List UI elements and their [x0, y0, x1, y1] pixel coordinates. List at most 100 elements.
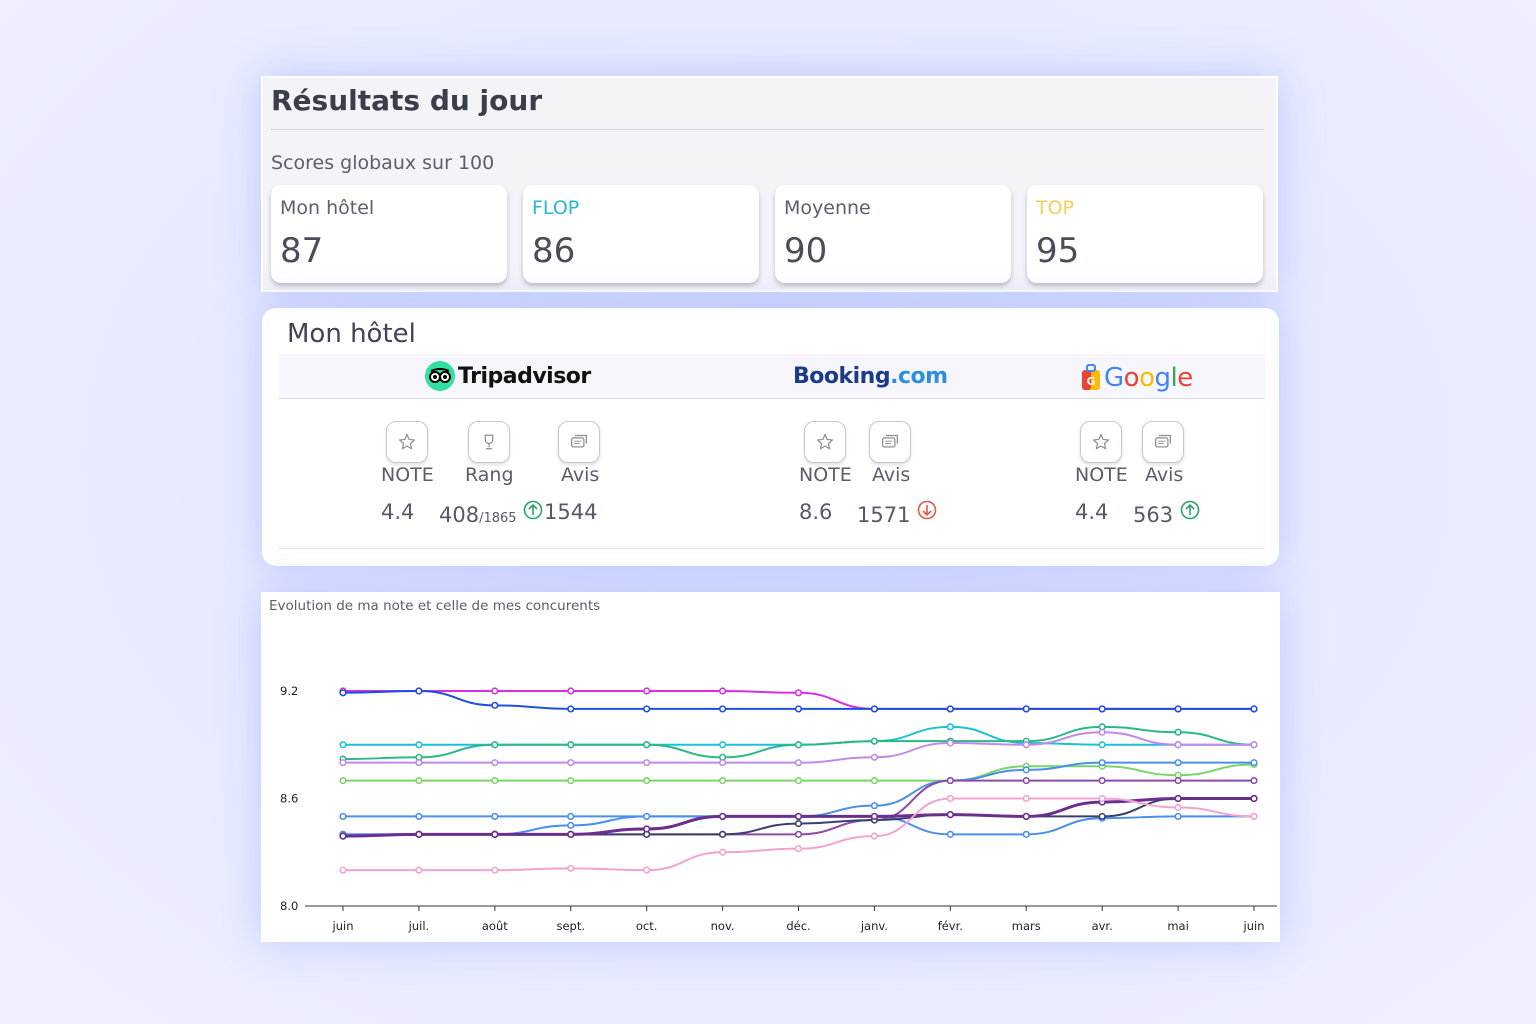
results-title: Résultats du jour	[271, 84, 543, 117]
score-card-average[interactable]: Moyenne 90	[775, 185, 1011, 283]
data-point-s9	[1022, 830, 1030, 838]
data-point-s5	[339, 759, 347, 767]
reviews-count: 563	[1133, 503, 1174, 527]
google-letter: o	[1139, 363, 1155, 393]
data-point-s2	[1174, 705, 1182, 713]
x-tick-label: mai	[1167, 919, 1188, 933]
data-point-s7	[1098, 759, 1106, 767]
data-point-s2	[1022, 705, 1030, 713]
rating-evolution-chart: 9.2 8.6 8.0 juin juil. août sept. oct. nov. déc. j…	[280, 684, 1277, 933]
data-point-s12	[415, 866, 423, 874]
x-tick-label: janv.	[860, 919, 888, 933]
y-tick-label: 9.2	[280, 684, 298, 698]
metric-value: 4.4	[381, 500, 415, 524]
data-point-s12	[794, 845, 803, 853]
divider	[271, 129, 1264, 130]
y-tick-label: 8.6	[280, 792, 298, 806]
metric-value: 1544	[544, 500, 598, 524]
data-point-s6	[718, 776, 727, 785]
divider	[279, 548, 1265, 549]
x-tick-label: nov.	[711, 919, 735, 933]
data-point-s1	[718, 687, 727, 695]
x-tick-label: juin	[1243, 919, 1265, 933]
google-letter: o	[1123, 363, 1140, 393]
score-card-value: 95	[1036, 231, 1080, 271]
data-point-s2	[567, 705, 575, 713]
data-point-s11	[415, 830, 423, 838]
data-point-s3	[1098, 741, 1106, 749]
data-point-s6	[870, 776, 879, 785]
trend-up-icon	[523, 500, 543, 520]
data-point-s2	[718, 705, 727, 713]
x-tick-label: sept.	[556, 919, 585, 933]
data-point-s3	[339, 741, 347, 749]
booking-brand-a: Booking	[793, 363, 891, 389]
data-point-s10	[1098, 812, 1106, 821]
metric-value: 8.6	[799, 500, 833, 524]
data-point-s7	[1174, 759, 1182, 767]
data-point-s10	[794, 819, 803, 828]
data-point-s11	[1250, 794, 1258, 803]
score-card-my-hotel[interactable]: Mon hôtel 87	[271, 185, 507, 283]
results-subtitle: Scores globaux sur 100	[271, 152, 495, 174]
google-letter: G	[1104, 363, 1124, 393]
series-line-s7	[343, 761, 1254, 818]
data-point-s5	[643, 759, 651, 767]
data-point-s4	[870, 737, 879, 745]
data-point-s5	[1250, 741, 1258, 749]
tripadvisor-logo[interactable]: Tripadvisor	[425, 361, 591, 391]
data-point-s11	[567, 830, 575, 838]
google-logo[interactable]: G Google	[1081, 363, 1193, 393]
score-card-label: Mon hôtel	[280, 197, 375, 219]
data-point-s12	[1250, 812, 1258, 821]
data-point-s11	[946, 811, 954, 819]
data-point-s4	[567, 741, 575, 749]
data-point-s9	[946, 830, 954, 838]
data-point-s8	[1022, 776, 1030, 785]
data-point-s2	[491, 701, 499, 709]
data-point-s12	[1022, 794, 1030, 803]
score-card-label: Moyenne	[784, 197, 871, 219]
data-point-s3	[718, 741, 727, 749]
data-point-s1	[643, 687, 651, 695]
booking-logo[interactable]: Booking .com	[793, 362, 948, 390]
data-point-s8	[1250, 776, 1258, 785]
data-point-s12	[567, 864, 575, 872]
daily-results-panel: Résultats du jour Scores globaux sur 100…	[261, 76, 1278, 292]
tripadvisor-owl-icon	[425, 361, 455, 391]
score-card-flop[interactable]: FLOP 86	[523, 185, 759, 283]
rank-number: 408	[439, 503, 480, 527]
trend-up-icon	[1180, 500, 1200, 520]
data-point-s5	[491, 759, 499, 767]
data-point-s6	[567, 776, 575, 785]
data-point-s5	[718, 759, 727, 767]
data-point-s8	[946, 776, 954, 785]
data-point-s11	[718, 812, 727, 821]
score-card-top[interactable]: TOP 95	[1027, 185, 1263, 283]
chart-title: Evolution de ma note et celle de mes con…	[269, 598, 601, 614]
data-point-s7	[1250, 759, 1258, 767]
data-point-s4	[1174, 728, 1182, 736]
metric-label: Rang	[465, 464, 514, 486]
data-point-s2	[415, 687, 423, 695]
x-tick-label: juin	[332, 919, 354, 933]
data-point-s9	[1174, 812, 1182, 821]
data-point-s6	[491, 776, 499, 785]
data-point-s12	[643, 866, 651, 874]
data-point-s3	[415, 741, 423, 749]
data-point-s1	[567, 687, 575, 695]
x-tick-label: déc.	[786, 919, 810, 933]
data-point-s6	[643, 776, 651, 785]
data-point-s8	[1098, 776, 1106, 785]
data-point-s11	[794, 812, 803, 821]
reviews-count: 1571	[857, 503, 911, 527]
star-icon	[804, 421, 846, 463]
data-point-s8	[1174, 776, 1182, 785]
data-point-s2	[946, 705, 954, 713]
data-point-s9	[643, 812, 651, 821]
data-point-s4	[491, 741, 499, 749]
data-point-s2	[1098, 705, 1106, 713]
score-card-label: FLOP	[532, 197, 580, 219]
data-point-s5	[415, 759, 423, 767]
hotel-title: Mon hôtel	[287, 319, 416, 349]
